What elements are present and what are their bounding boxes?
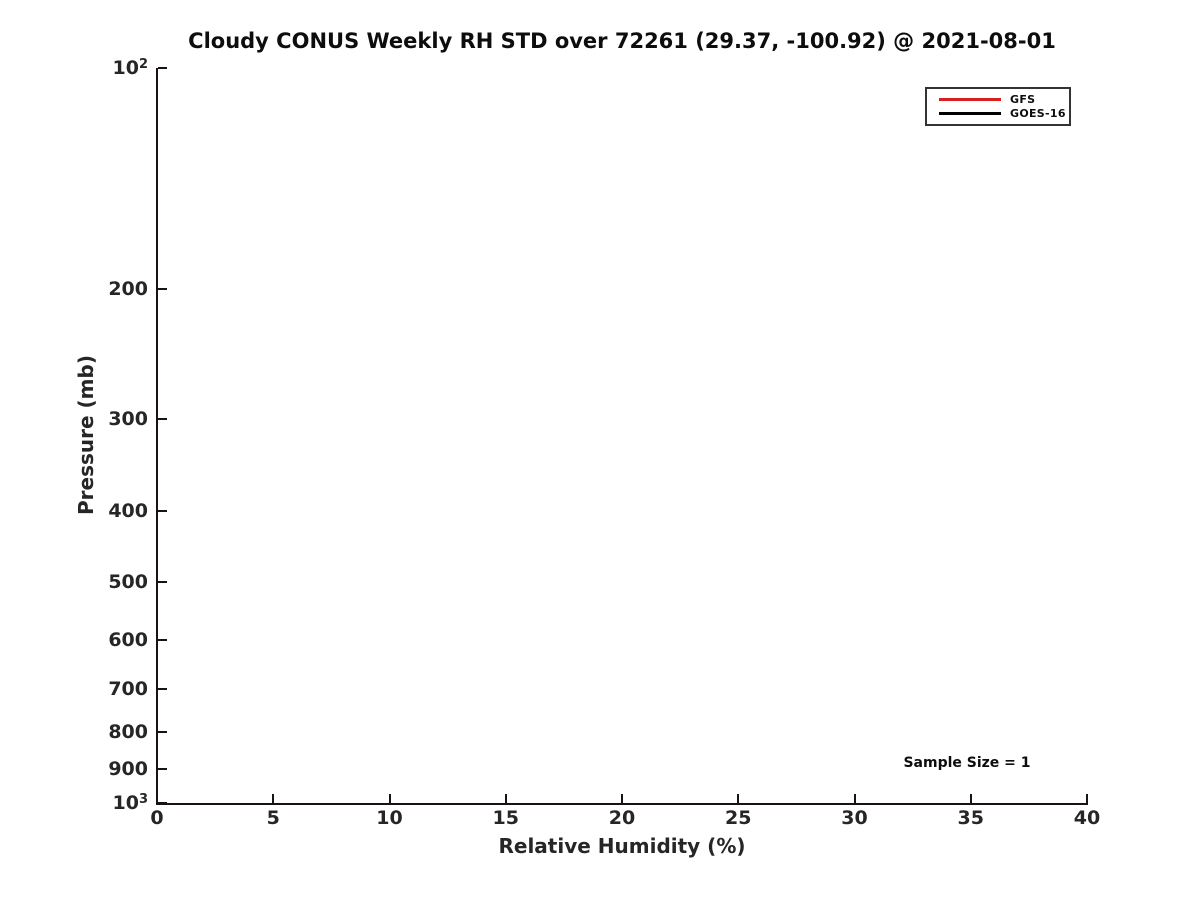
x-tick-label: 15 (492, 807, 519, 829)
y-tick-mark (158, 730, 167, 733)
y-tick-label: 600 (108, 628, 148, 651)
legend-label: GFS (1010, 92, 1036, 106)
y-tick-mark (158, 802, 167, 804)
x-tick-mark (969, 794, 972, 803)
legend-label: GOES-16 (1010, 106, 1066, 120)
x-axis-line (156, 803, 1088, 805)
y-tick-label: 102 (112, 57, 149, 79)
legend-line-gfs (939, 97, 1001, 101)
y-tick-mark (158, 288, 167, 291)
x-tick-mark (737, 794, 740, 803)
y-tick-mark (158, 509, 167, 512)
x-tick-label: 35 (957, 807, 984, 829)
x-axis-title: Relative Humidity (%) (498, 834, 746, 858)
x-tick-label: 20 (608, 807, 636, 829)
legend-entry-goes-16: GOES-16 (939, 106, 1065, 120)
y-tick-label: 800 (108, 720, 148, 743)
x-tick-mark (853, 794, 856, 803)
x-tick-mark (272, 794, 275, 803)
y-tick-label: 200 (108, 278, 148, 301)
sample-size-annotation: Sample Size = 1 (903, 755, 1031, 771)
y-tick-mark (158, 688, 167, 691)
x-tick-label: 25 (725, 807, 752, 829)
x-tick-label: 0 (150, 807, 164, 829)
x-tick-mark (388, 794, 391, 803)
y-tick-label: 103 (112, 792, 149, 814)
y-tick-label: 900 (108, 758, 148, 781)
x-tick-mark (504, 794, 507, 803)
y-tick-mark (158, 67, 167, 69)
legend-line-goes-16 (939, 111, 1001, 115)
y-tick-mark (158, 768, 167, 771)
y-tick-mark (158, 417, 167, 420)
x-tick-mark (156, 794, 158, 803)
y-axis-line (156, 68, 158, 805)
y-tick-label: 400 (108, 499, 148, 522)
legend-entry-gfs: GFS (939, 92, 1061, 106)
y-tick-label: 300 (108, 407, 148, 430)
y-tick-mark (158, 638, 167, 641)
x-tick-label: 10 (376, 807, 403, 829)
x-tick-label: 40 (1073, 807, 1101, 829)
legend: GFS GOES-16 (925, 87, 1071, 126)
x-tick-mark (1086, 794, 1088, 803)
y-tick-mark (158, 580, 167, 583)
y-axis-title: Pressure (mb) (74, 355, 98, 515)
x-tick-label: 5 (266, 807, 280, 829)
x-tick-mark (621, 794, 623, 803)
y-tick-label: 700 (108, 678, 148, 701)
y-tick-label: 500 (108, 570, 148, 593)
x-tick-label: 30 (841, 807, 868, 829)
legend-entries: GFS GOES-16 (939, 92, 1065, 120)
chart-title: Cloudy CONUS Weekly RH STD over 72261 (2… (188, 29, 1056, 53)
